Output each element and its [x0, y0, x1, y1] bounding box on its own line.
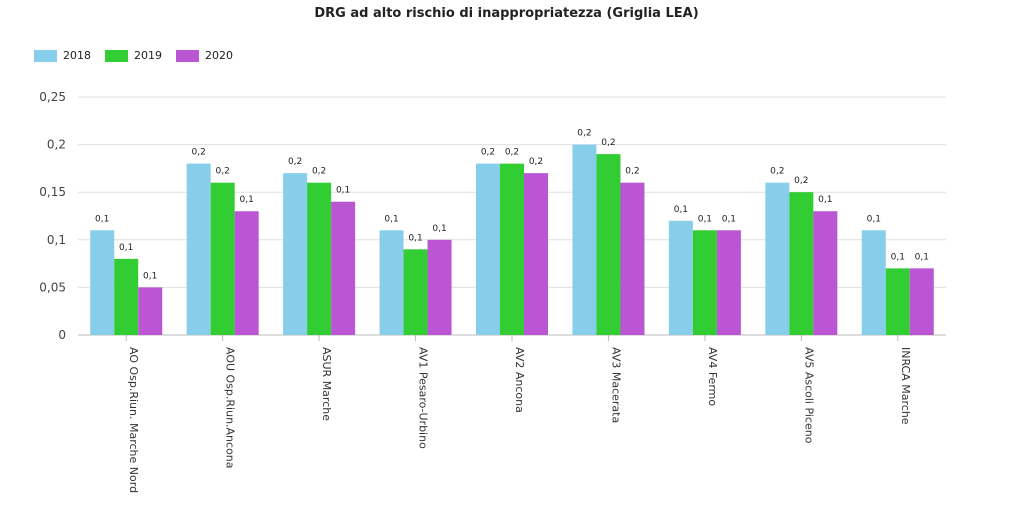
data-label: 0,2: [529, 157, 543, 167]
data-label: 0,2: [577, 129, 591, 139]
bar-2019: [500, 163, 524, 335]
bar-2019: [307, 182, 332, 335]
bar-2019: [789, 192, 814, 335]
y-tick-label: 0,2: [47, 138, 66, 152]
bar-2018: [90, 230, 115, 335]
data-label: 0,2: [770, 167, 784, 177]
data-label: 0,2: [481, 148, 495, 158]
legend-swatch-2018: [34, 49, 57, 62]
x-tick-label: AV5 Ascoli Piceno: [802, 347, 815, 444]
bar-2020: [620, 182, 645, 335]
data-label: 0,1: [432, 224, 446, 234]
bar-2020: [813, 211, 838, 335]
bar-2020: [909, 268, 934, 335]
data-label: 0,2: [625, 167, 639, 177]
bar-2018: [861, 230, 886, 335]
x-tick-label: AOU Osp.Riun.Ancona: [224, 347, 237, 469]
y-tick-label: 0,1: [47, 233, 66, 247]
chart-title: DRG ad alto rischio di inappropriatezza …: [314, 6, 699, 21]
bar-2020: [138, 287, 163, 335]
data-label: 0,2: [505, 148, 519, 158]
bar-2018: [572, 144, 597, 335]
x-tick-label: AV1 Pesaro-Urbino: [417, 347, 430, 449]
x-tick-label: INRCA Marche: [899, 347, 912, 425]
data-label: 0,1: [384, 214, 398, 224]
data-label: 0,1: [698, 214, 712, 224]
x-tick-label: AO Osp.Riun. Marche Nord: [127, 347, 140, 493]
bar-2019: [114, 258, 139, 335]
x-tick-label: ASUR Marche: [320, 347, 333, 421]
data-label: 0,1: [818, 195, 832, 205]
legend-item-2020[interactable]: 2020: [176, 49, 233, 62]
data-label: 0,1: [408, 233, 422, 243]
x-tick-label: AV2 Ancona: [513, 347, 526, 413]
bar-2020: [331, 201, 356, 335]
bar-2018: [283, 173, 308, 335]
data-label: 0,1: [143, 271, 157, 281]
data-label: 0,1: [915, 252, 929, 262]
bar-2019: [596, 154, 621, 335]
legend-label-2020: 2020: [205, 49, 233, 62]
data-label: 0,1: [891, 252, 905, 262]
legend-swatch-2020: [176, 49, 199, 62]
data-label: 0,2: [794, 176, 808, 186]
x-tick-label: AV4 Fermo: [706, 347, 719, 406]
data-label: 0,2: [192, 148, 206, 158]
data-label: 0,1: [119, 243, 133, 253]
bar-2019: [210, 182, 235, 335]
data-label: 0,1: [722, 214, 736, 224]
y-tick-label: 0,05: [39, 280, 66, 294]
bar-2020: [234, 211, 259, 335]
legend-label-2019: 2019: [134, 49, 162, 62]
legend-label-2018: 2018: [63, 49, 91, 62]
bar-2018: [476, 163, 500, 335]
bar-2019: [403, 249, 428, 335]
bar-2019: [885, 268, 910, 335]
bar-2020: [716, 230, 741, 335]
data-label: 0,1: [95, 214, 109, 224]
bar-2019: [692, 230, 717, 335]
bar-2018: [186, 163, 211, 335]
legend-item-2019[interactable]: 2019: [105, 49, 162, 62]
data-label: 0,1: [240, 195, 254, 205]
legend-swatch-2019: [105, 49, 128, 62]
bar-2020: [524, 173, 548, 335]
bar-2018: [668, 220, 693, 335]
data-label: 0,1: [674, 205, 688, 215]
data-label: 0,2: [216, 167, 230, 177]
bar-2020: [427, 239, 452, 335]
x-tick-label: AV3 Macerata: [609, 347, 622, 423]
data-label: 0,1: [336, 186, 350, 196]
y-tick-label: 0: [58, 328, 66, 342]
data-label: 0,2: [288, 157, 302, 167]
data-label: 0,1: [867, 214, 881, 224]
y-tick-label: 0,25: [39, 90, 66, 104]
data-label: 0,2: [312, 167, 326, 177]
data-label: 0,2: [601, 138, 615, 148]
legend-item-2018[interactable]: 2018: [34, 49, 91, 62]
legend: 2018 2019 2020: [34, 49, 233, 62]
bar-2018: [765, 182, 790, 335]
bar-2018: [379, 230, 404, 335]
y-tick-label: 0,15: [39, 185, 66, 199]
